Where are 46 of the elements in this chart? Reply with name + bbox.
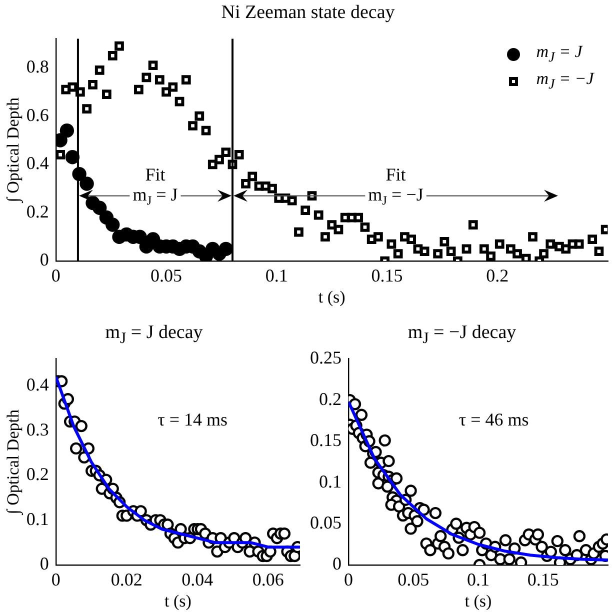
x-tick-label: 0.05 xyxy=(398,570,430,590)
annotation: τ = 46 ms xyxy=(458,409,529,430)
annotation: Fit xyxy=(386,164,406,185)
x-tick-label: 0.15 xyxy=(527,570,559,590)
x-tick-label: 0.1 xyxy=(265,266,288,286)
y-tick-label: 0.2 xyxy=(26,464,49,484)
x-axis-title: t (s) xyxy=(318,287,346,306)
y-tick-label: 0 xyxy=(40,554,49,574)
point xyxy=(60,123,74,138)
x-tick-label: 0.1 xyxy=(467,570,490,590)
point xyxy=(218,242,233,256)
y-tick-label: 0.3 xyxy=(26,419,49,440)
y-axis-title: ∫ Optical Depth xyxy=(4,409,24,516)
y-tick-label: 0.4 xyxy=(26,153,49,174)
y-tick-label: 0.2 xyxy=(319,388,342,409)
y-tick-label: 0.1 xyxy=(26,508,49,529)
y-tick-label: 0.05 xyxy=(310,512,342,532)
x-tick-label: 0.04 xyxy=(182,570,214,590)
x-tick-label: 0.06 xyxy=(252,570,284,590)
point xyxy=(92,200,107,215)
x-axis-title: t (s) xyxy=(164,591,192,610)
y-tick-label: 0 xyxy=(332,554,342,574)
point xyxy=(80,176,94,191)
annotation: Fit xyxy=(145,164,166,185)
x-axis-title: t (s) xyxy=(464,591,492,610)
chart-title: m$_{J}$ = −J decay xyxy=(406,322,518,348)
y-tick-label: 0.6 xyxy=(26,104,49,125)
point xyxy=(106,218,120,232)
y-tick-label: 0.8 xyxy=(26,56,49,77)
x-tick-label: 0.05 xyxy=(150,266,182,286)
x-tick-label: 0.2 xyxy=(486,266,509,286)
x-tick-label: 0.02 xyxy=(110,570,142,590)
y-tick-label: 0.2 xyxy=(26,201,49,222)
annotation: τ = 14 ms xyxy=(158,409,228,430)
point xyxy=(65,150,80,164)
y-tick-label: 0.15 xyxy=(310,430,342,450)
y-axis-title: ∫ Optical Depth xyxy=(4,97,24,204)
legend-label: m$_{J}$ = −J xyxy=(536,68,594,95)
y-tick-label: 0.25 xyxy=(310,348,342,368)
legend-label: m$_{J}$ = J xyxy=(536,40,582,68)
x-tick-label: 0.15 xyxy=(371,266,403,286)
y-tick-label: 0.1 xyxy=(319,471,342,492)
chart-title: Ni Zeeman state decay xyxy=(220,2,396,24)
y-tick-label: 0.4 xyxy=(26,374,49,394)
y-tick-label: 0 xyxy=(40,250,49,270)
chart-title: m$_{J}$ = J decay xyxy=(104,322,204,348)
